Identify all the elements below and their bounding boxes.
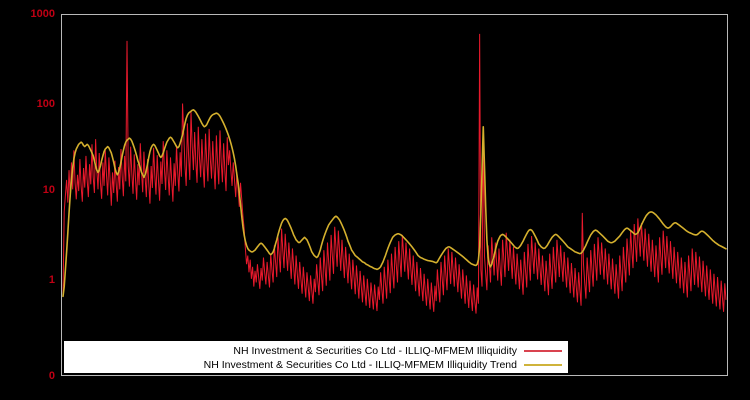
legend-swatch-series-icon: [524, 350, 562, 352]
chart-canvas: [62, 33, 727, 314]
legend-label-series: NH Investment & Securities Co Ltd - ILLI…: [233, 345, 517, 357]
y-axis: 1000 100 10 1 0: [0, 0, 55, 400]
y-tick-100: 100: [36, 98, 55, 110]
legend-entry-series: NH Investment & Securities Co Ltd - ILLI…: [64, 344, 562, 358]
y-tick-0: 0: [48, 370, 55, 382]
legend-label-trend: NH Investment & Securities Co Ltd - ILLI…: [203, 359, 517, 371]
y-tick-1: 1: [48, 274, 55, 286]
y-tick-10: 10: [42, 184, 55, 196]
legend-entry-trend: NH Investment & Securities Co Ltd - ILLI…: [64, 358, 562, 372]
plot-area: [61, 14, 728, 376]
legend-swatch-trend-icon: [524, 364, 562, 366]
series-illiquidity-trend: [62, 109, 727, 298]
series-illiquidity: [62, 33, 727, 314]
y-tick-1000: 1000: [30, 8, 55, 20]
chart-legend: NH Investment & Securities Co Ltd - ILLI…: [64, 341, 568, 373]
